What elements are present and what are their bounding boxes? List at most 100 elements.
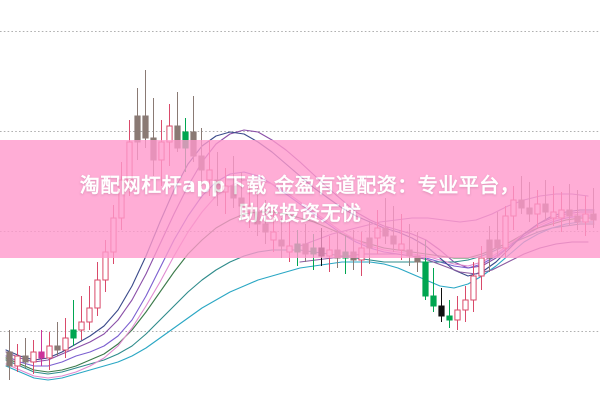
candle-body [286,245,293,253]
candle-body [478,257,485,277]
candlestick [470,262,477,312]
candle-body [342,251,349,259]
candle-body [134,115,141,143]
candlestick [182,118,189,172]
ma-line [5,221,595,381]
candle-body [238,197,245,207]
candle-body [254,211,261,225]
candle-body [262,223,269,233]
candlestick [198,128,205,186]
candle-body [126,141,133,181]
candlestick [70,300,77,346]
candlestick [446,300,453,328]
candle-body [366,237,373,249]
candlestick [310,234,317,270]
candle-body [46,345,53,359]
candle-body [78,321,85,331]
candle-body [118,179,125,219]
candle-body [566,209,573,217]
candle-body [38,351,45,359]
candle-body [22,355,29,363]
candle-body [222,185,229,193]
candlestick [38,330,45,366]
candlestick [118,162,125,230]
candle-body [110,217,117,253]
candlestick [518,176,525,214]
candlestick [406,224,413,266]
candlestick [54,322,61,356]
candlestick [526,182,533,222]
candlestick [438,288,445,322]
candle-body [174,125,181,149]
candle-body [158,141,165,161]
candlestick [254,188,261,236]
candlestick [86,286,93,330]
candlestick [358,232,365,276]
candlestick [582,196,589,236]
candlestick [22,338,29,368]
candle-body [190,131,197,157]
candlestick [206,140,213,196]
candle-body [550,211,557,219]
candle-body [502,215,509,249]
candle-body [270,231,277,241]
candle-body [526,207,533,215]
candle-body [166,125,173,143]
candle-body [246,205,253,213]
candlestick [150,98,157,176]
candle-body [6,351,13,367]
candlestick [14,344,21,372]
candle-body [414,255,421,263]
candlestick [286,222,293,262]
candlestick [350,230,357,270]
candlestick [326,236,333,272]
candle-body [86,307,93,323]
candle-body [182,131,189,149]
candlestick [110,205,117,264]
candle-body [142,115,149,139]
candlestick [462,286,469,322]
candle-body [382,227,389,237]
candlestick [278,218,285,258]
candle-body [574,215,581,223]
candlestick [174,92,181,152]
candle-body [582,213,589,223]
candle-body [198,155,205,171]
candle-body [318,247,325,257]
candle-body [54,345,61,351]
candle-body [518,199,525,209]
candle-body [374,227,381,239]
candlestick [510,186,517,230]
candlestick [126,120,133,196]
candlestick [318,228,325,266]
candlesticks [6,70,597,380]
candle-body [302,243,309,255]
candlestick [6,330,13,380]
candlestick [422,240,429,300]
candle-body [486,239,493,259]
candle-body [406,249,413,257]
candlestick [366,222,373,264]
candle-body [278,239,285,247]
candlestick [430,268,437,312]
candle-body [446,315,453,321]
candlestick [166,104,173,166]
candle-body [350,251,357,261]
candlestick [102,240,109,292]
candle-body [438,305,445,317]
candlestick [294,230,301,266]
ma-line [5,171,595,367]
candlestick [62,318,69,358]
candle-body [358,247,365,261]
candlestick [134,88,141,160]
candle-body [230,185,237,199]
candlestick [30,340,37,374]
candlestick [478,246,485,290]
candlestick [238,172,245,220]
candlestick [142,70,149,148]
candle-body [470,275,477,301]
candlestick [190,96,197,162]
candlestick [542,180,549,220]
candle-body [14,355,21,367]
